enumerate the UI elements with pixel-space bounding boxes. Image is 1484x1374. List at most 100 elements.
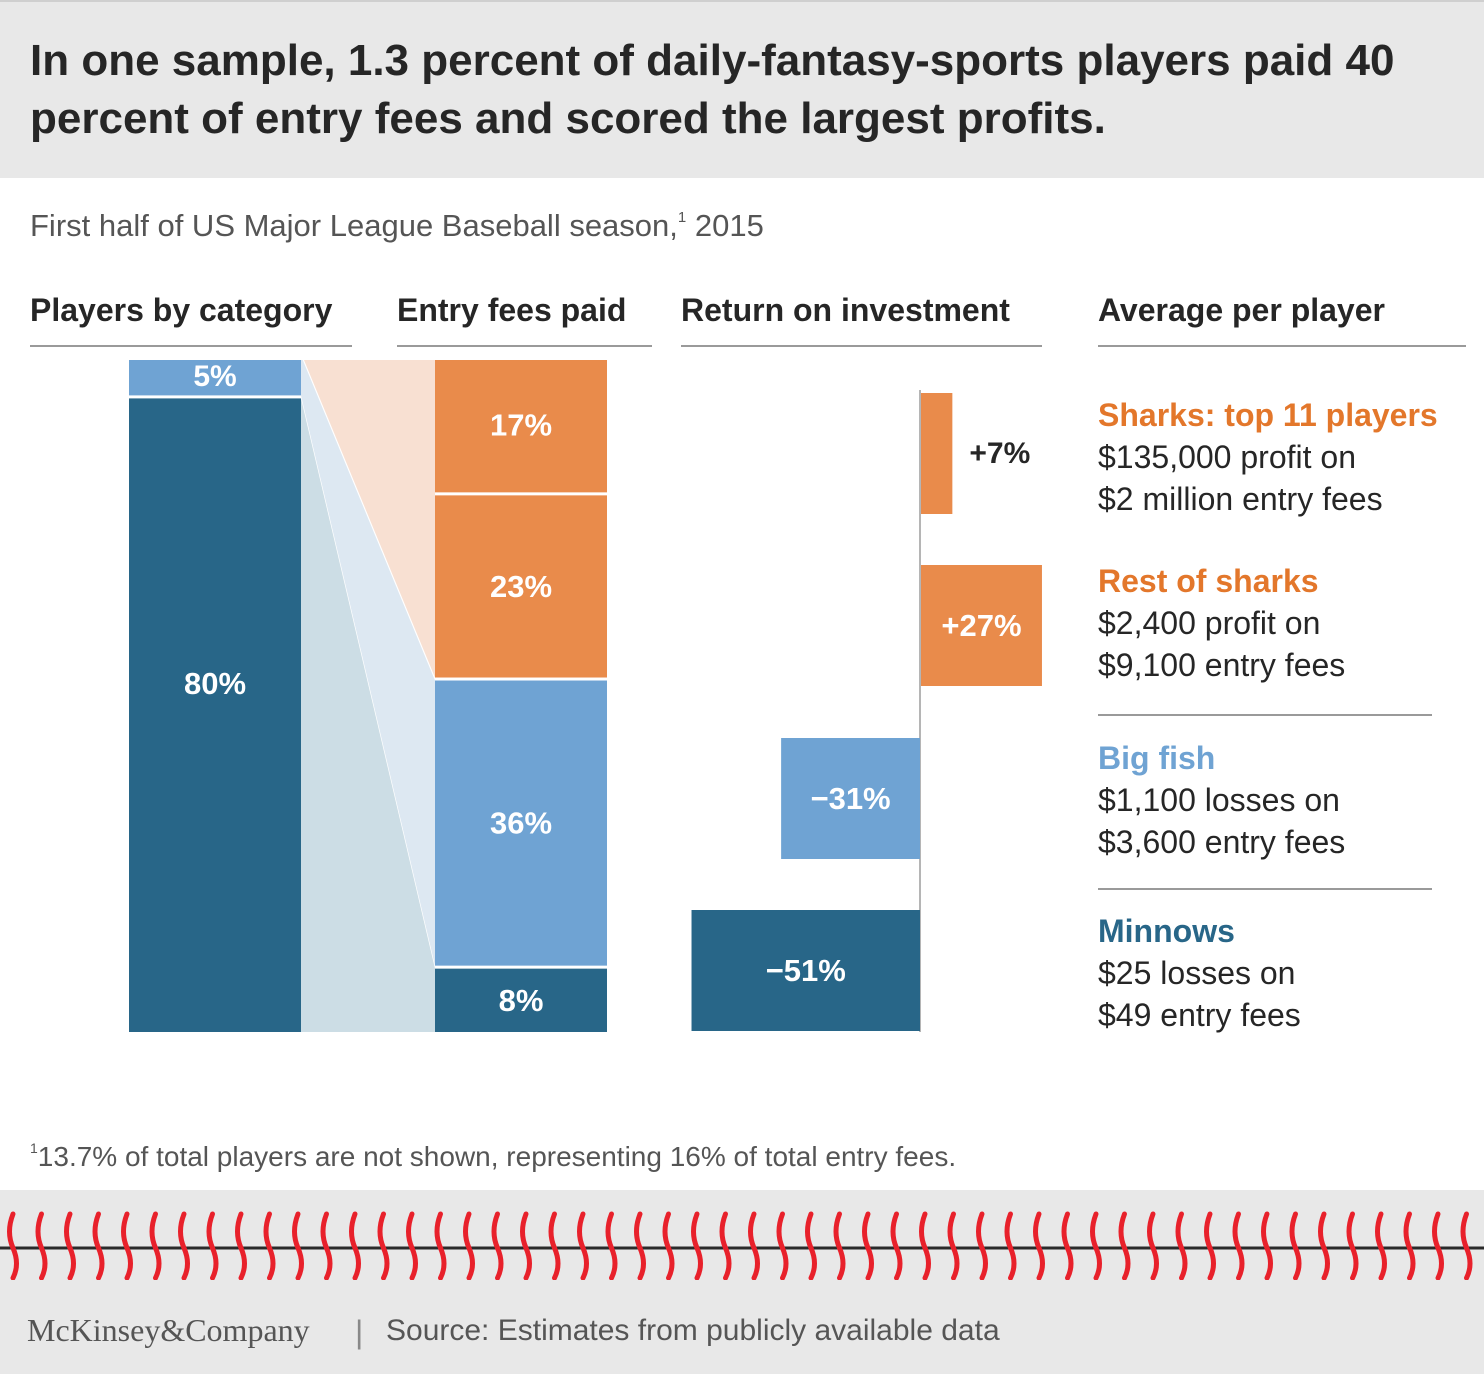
average-title: Rest of sharks	[1098, 563, 1319, 599]
roi-label-sharks-top: +7%	[969, 437, 1030, 470]
connector-band-big-fish	[301, 360, 435, 966]
stitch-lower	[865, 1245, 874, 1280]
stitch-lower	[67, 1245, 76, 1280]
fees-bar-sharks-top	[435, 360, 607, 493]
stitch-lower	[637, 1245, 646, 1280]
fees-bar-minnows	[435, 968, 607, 1032]
stitch-upper	[1460, 1211, 1469, 1251]
stitch-upper	[947, 1211, 956, 1251]
stitch-upper	[1090, 1211, 1099, 1251]
stitch-lower	[1236, 1245, 1245, 1280]
footer-divider: |	[355, 1314, 364, 1350]
stitch-lower	[267, 1245, 276, 1280]
average-title: Sharks: top 11 players	[1098, 397, 1438, 433]
stitch-lower	[495, 1245, 504, 1280]
column-header-players: Players by category	[30, 292, 333, 328]
roi-bar-sharks-rest	[921, 565, 1042, 686]
stitch-lower	[666, 1245, 675, 1280]
stitch-upper	[862, 1211, 871, 1251]
average-divider	[1098, 714, 1432, 716]
average-line: $3,600 entry fees	[1098, 824, 1346, 860]
stitch-upper	[1232, 1211, 1241, 1251]
chart-area: 5% 80% 1.3% 17% 23% 36% 8% +7% +27% −31% −51%	[39, 360, 1042, 1032]
stitch-upper	[805, 1211, 814, 1251]
stitch-lower	[580, 1245, 589, 1280]
stitch-upper	[206, 1211, 215, 1251]
stitch-upper	[1147, 1211, 1156, 1251]
stitch-upper	[1432, 1211, 1441, 1251]
stitch-lower	[466, 1245, 475, 1280]
players-bar-minnows	[129, 398, 301, 1032]
stitch-lower	[10, 1245, 19, 1280]
stitch-upper	[7, 1211, 16, 1251]
stitch-upper	[1375, 1211, 1384, 1251]
header-band: In one sample, 1.3 percent of daily-fant…	[0, 0, 1484, 178]
source-note: Source: Estimates from publicly availabl…	[386, 1314, 1000, 1347]
stitch-lower	[1036, 1245, 1045, 1280]
stitch-upper	[1175, 1211, 1184, 1251]
stitch-lower	[751, 1245, 760, 1280]
stitch-upper	[1004, 1211, 1013, 1251]
average-line: $2,400 profit on	[1098, 605, 1321, 641]
roi-bar-sharks-top	[921, 393, 953, 514]
brand-logo: McKinsey&Company	[27, 1312, 310, 1348]
stitch-lower	[894, 1245, 903, 1280]
stitch-upper	[1033, 1211, 1042, 1251]
stitch-upper	[35, 1211, 44, 1251]
stitch-lower	[1008, 1245, 1017, 1280]
stitch-lower	[381, 1245, 390, 1280]
stitch-upper	[235, 1211, 244, 1251]
average-line: $9,100 entry fees	[1098, 647, 1346, 683]
stitch-upper	[1204, 1211, 1213, 1251]
stitch-upper	[377, 1211, 386, 1251]
column-rule-average	[1098, 345, 1466, 347]
stitch-lower	[1093, 1245, 1102, 1280]
stitch-lower	[922, 1245, 931, 1280]
stitch-lower	[1435, 1245, 1444, 1280]
players-label-sharks: 1.3%	[39, 360, 110, 366]
average-line: $2 million entry fees	[1098, 481, 1383, 517]
stitch-lower	[552, 1245, 561, 1280]
roi-bar-big-fish	[781, 738, 920, 859]
stitch-upper	[577, 1211, 586, 1251]
stitch-lower	[1407, 1245, 1416, 1280]
stitch-lower	[181, 1245, 190, 1280]
stitch-upper	[1261, 1211, 1270, 1251]
average-line: $25 losses on	[1098, 955, 1296, 991]
stitch-upper	[833, 1211, 842, 1251]
stitch-lower	[1293, 1245, 1302, 1280]
stitch-upper	[919, 1211, 928, 1251]
stitch-upper	[1403, 1211, 1412, 1251]
subtitle-text: First half of US Major League Baseball s…	[30, 208, 678, 243]
stitch-upper	[434, 1211, 443, 1251]
stitch-upper	[1118, 1211, 1127, 1251]
stitch-upper	[92, 1211, 101, 1251]
stitch-upper	[463, 1211, 472, 1251]
stitch-lower	[979, 1245, 988, 1280]
roi-bar-minnows	[691, 910, 920, 1031]
players-bar-big-fish	[129, 360, 301, 396]
stitch-upper	[263, 1211, 272, 1251]
players-label-big-fish: 5%	[193, 360, 236, 393]
stitch-lower	[1378, 1245, 1387, 1280]
stitch-lower	[1065, 1245, 1074, 1280]
stitch-lower	[951, 1245, 960, 1280]
footer-band: McKinsey&Company | Source: Estimates fro…	[0, 1190, 1484, 1374]
column-rule-fees	[397, 345, 652, 347]
stitch-upper	[491, 1211, 500, 1251]
stitch-upper	[1318, 1211, 1327, 1251]
stitch-upper	[178, 1211, 187, 1251]
stitch-upper	[976, 1211, 985, 1251]
stitch-lower	[238, 1245, 247, 1280]
chart-subtitle: First half of US Major League Baseball s…	[30, 208, 764, 244]
average-sharks-rest: Rest of sharks $2,400 profit on $9,100 e…	[1098, 560, 1345, 686]
stitch-lower	[837, 1245, 846, 1280]
stitch-upper	[149, 1211, 158, 1251]
stitch-lower	[1150, 1245, 1159, 1280]
stitch-lower	[39, 1245, 48, 1280]
average-line: $1,100 losses on	[1098, 782, 1340, 818]
stitch-upper	[406, 1211, 415, 1251]
connector-band-minnows	[301, 398, 435, 1032]
average-divider	[1098, 888, 1432, 890]
stitch-lower	[780, 1245, 789, 1280]
